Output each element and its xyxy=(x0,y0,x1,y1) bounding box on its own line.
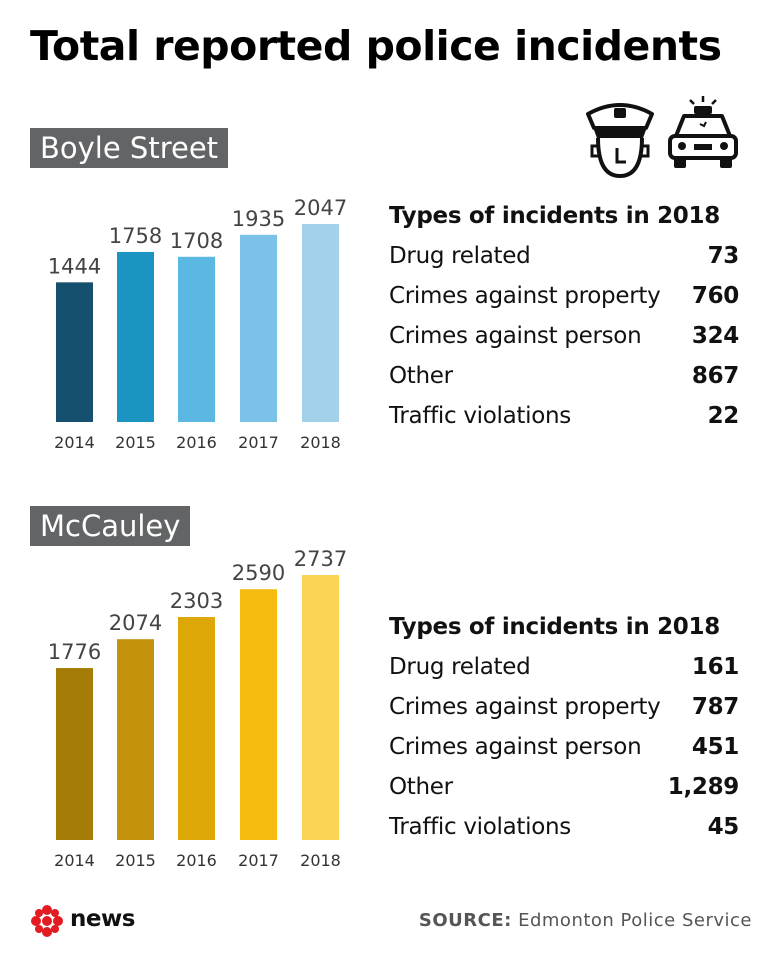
types-row: Drug related 73 xyxy=(389,243,739,283)
bar-value-label: 1776 xyxy=(48,640,101,664)
region-tag-mccauley: McCauley xyxy=(30,506,191,546)
mccauley-types-heading: Types of incidents in 2018 xyxy=(389,614,720,640)
types-row: Other 1,289 xyxy=(389,774,739,814)
x-tick-label: 2014 xyxy=(54,851,95,870)
types-count: 324 xyxy=(691,323,739,349)
source-text: Edmonton Police Service xyxy=(518,910,752,931)
types-count: 867 xyxy=(691,363,739,389)
bar-value-label: 1708 xyxy=(170,229,223,253)
types-count: 161 xyxy=(691,654,739,680)
types-count: 760 xyxy=(691,283,739,309)
types-row: Crimes against property 760 xyxy=(389,283,739,323)
types-row: Crimes against property 787 xyxy=(389,694,739,734)
types-label: Crimes against property xyxy=(389,283,661,309)
region-tag-boyle-street: Boyle Street xyxy=(30,128,229,168)
types-row: Other 867 xyxy=(389,363,739,403)
x-tick-label: 2018 xyxy=(300,433,341,452)
types-label: Crimes against property xyxy=(389,694,661,720)
cbc-gem-icon xyxy=(31,905,63,937)
police-car-icon xyxy=(668,96,738,168)
bar-2017 xyxy=(240,589,277,840)
bar-2014 xyxy=(56,668,93,840)
source-label: SOURCE: xyxy=(418,910,512,931)
x-tick-label: 2014 xyxy=(54,433,95,452)
bar-value-label: 1758 xyxy=(109,224,162,248)
bar-value-label: 2737 xyxy=(294,547,347,571)
types-label: Drug related xyxy=(389,243,531,269)
bar-value-label: 2074 xyxy=(109,611,162,635)
types-label: Crimes against person xyxy=(389,734,642,760)
page-title: Total reported police incidents xyxy=(30,22,722,70)
x-tick-label: 2016 xyxy=(176,851,217,870)
boyle-types-heading: Types of incidents in 2018 xyxy=(389,203,720,229)
x-tick-label: 2017 xyxy=(238,851,279,870)
bar-2015 xyxy=(117,639,154,840)
types-label: Crimes against person xyxy=(389,323,642,349)
x-tick-label: 2015 xyxy=(115,851,156,870)
types-count: 45 xyxy=(707,814,740,840)
bar-value-label: 2047 xyxy=(294,196,347,220)
types-row: Crimes against person 451 xyxy=(389,734,739,774)
types-label: Other xyxy=(389,363,453,389)
bar-2018 xyxy=(302,224,339,422)
bar-2017 xyxy=(240,234,277,422)
types-row: Drug related 161 xyxy=(389,654,739,694)
x-tick-label: 2018 xyxy=(300,851,341,870)
bar-2016 xyxy=(178,256,215,422)
x-tick-label: 2017 xyxy=(238,433,279,452)
bar-2014 xyxy=(56,282,93,422)
boyle-types-list: Drug related 73 Crimes against property 76… xyxy=(389,243,739,443)
bar-2015 xyxy=(117,251,154,422)
source-credit: SOURCE: Edmonton Police Service xyxy=(419,910,752,931)
types-count: 1,289 xyxy=(667,774,740,800)
types-row: Traffic violations 45 xyxy=(389,814,739,854)
types-count: 451 xyxy=(691,734,739,760)
police-officer-icon xyxy=(586,103,654,179)
types-count: 73 xyxy=(707,243,740,269)
bar-value-label: 2590 xyxy=(232,561,285,585)
mccauley-types-list: Drug related 161 Crimes against property 7… xyxy=(389,654,739,854)
bar-value-label: 1935 xyxy=(232,207,285,231)
types-label: Traffic violations xyxy=(389,403,571,429)
x-tick-label: 2015 xyxy=(115,433,156,452)
types-row: Traffic violations 22 xyxy=(389,403,739,443)
types-label: Traffic violations xyxy=(389,814,571,840)
bar-2016 xyxy=(178,617,215,840)
types-label: Other xyxy=(389,774,453,800)
bar-value-label: 2303 xyxy=(170,589,223,613)
bar-2018 xyxy=(302,575,339,840)
types-label: Drug related xyxy=(389,654,531,680)
x-tick-label: 2016 xyxy=(176,433,217,452)
bar-value-label: 1444 xyxy=(48,254,101,278)
types-count: 22 xyxy=(707,403,740,429)
types-row: Crimes against person 324 xyxy=(389,323,739,363)
types-count: 787 xyxy=(691,694,739,720)
cbc-news-wordmark: news xyxy=(70,906,135,932)
